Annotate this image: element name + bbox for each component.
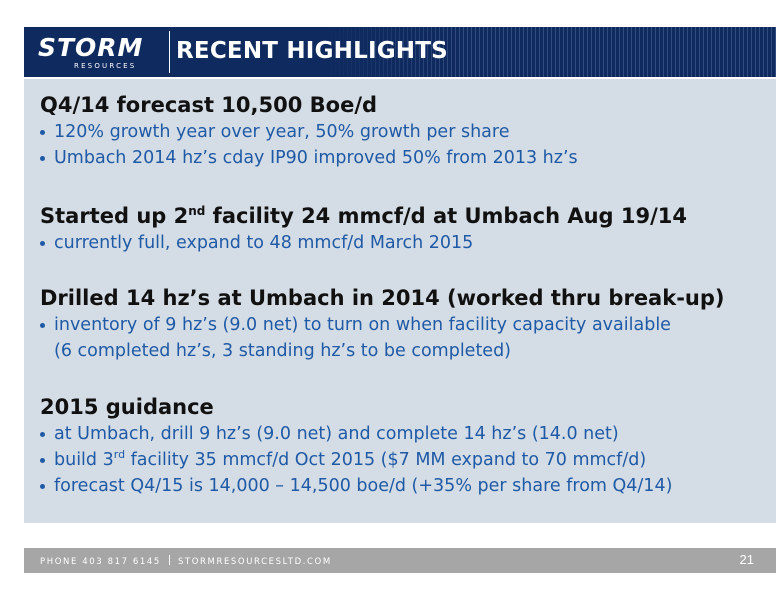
- bullet-text: currently full, expand to 48 mmcf/d Marc…: [54, 233, 474, 253]
- title-bar: STORM RESOURCES RECENT HIGHLIGHTS: [24, 27, 776, 77]
- bullet-superscript: rd: [113, 448, 126, 461]
- bullet-dot-icon: [40, 156, 45, 161]
- section-2015-guidance: 2015 guidance at Umbach, drill 9 hz’s (9…: [40, 393, 672, 499]
- slide-title: RECENT HIGHLIGHTS: [176, 38, 448, 64]
- heading-superscript: nd: [188, 204, 206, 218]
- footer-contact: PHONE 403 817 6145 STORMRESOURCESLTD.COM: [40, 555, 332, 567]
- bullet-continuation: (6 completed hz’s, 3 standing hz’s to be…: [54, 341, 512, 361]
- bullet-text: at Umbach, drill 9 hz’s (9.0 net) and co…: [54, 424, 619, 444]
- footer-phone: PHONE 403 817 6145: [40, 557, 161, 567]
- bullet-dot-icon: [40, 432, 45, 437]
- section-facility: Started up 2nd facility 24 mmcf/d at Umb…: [40, 202, 687, 256]
- page-number: 21: [739, 552, 754, 567]
- bullet-dot-icon: [40, 458, 45, 463]
- section-heading: Drilled 14 hz’s at Umbach in 2014 (worke…: [40, 286, 725, 310]
- bullet-item: 120% growth year over year, 50% growth p…: [40, 119, 578, 145]
- bullet-text: facility 35 mmcf/d Oct 2015 ($7 MM expan…: [125, 450, 647, 470]
- section-heading: Started up 2nd facility 24 mmcf/d at Umb…: [40, 202, 687, 230]
- heading-text: Started up 2: [40, 204, 189, 228]
- bullet-item: at Umbach, drill 9 hz’s (9.0 net) and co…: [40, 421, 672, 447]
- bullet-dot-icon: [40, 484, 45, 489]
- bullet-text: build 3: [54, 450, 114, 470]
- bullet-dot-icon: [40, 323, 45, 328]
- footer-divider: [168, 555, 170, 565]
- bullet-dot-icon: [40, 130, 45, 135]
- section-heading: Q4/14 forecast 10,500 Boe/d: [40, 93, 378, 117]
- bullet-text: forecast Q4/15 is 14,000 – 14,500 boe/d …: [54, 476, 673, 496]
- bullet-text: inventory of 9 hz’s (9.0 net) to turn on…: [54, 315, 671, 335]
- section-q4-forecast: Q4/14 forecast 10,500 Boe/d 120% growth …: [40, 91, 578, 171]
- storm-logo: STORM RESOURCES: [38, 33, 158, 73]
- logo-wordmark: STORM: [38, 33, 144, 62]
- bullet-item: forecast Q4/15 is 14,000 – 14,500 boe/d …: [40, 473, 672, 499]
- logo-subtitle: RESOURCES: [74, 62, 137, 70]
- header-stripe-pattern: [324, 27, 776, 77]
- content-panel: Q4/14 forecast 10,500 Boe/d 120% growth …: [24, 79, 776, 523]
- section-drilled: Drilled 14 hz’s at Umbach in 2014 (worke…: [40, 284, 725, 364]
- bullet-text: 120% growth year over year, 50% growth p…: [54, 122, 510, 142]
- header-divider: [169, 31, 170, 73]
- bullet-item: Umbach 2014 hz’s cday IP90 improved 50% …: [40, 145, 578, 171]
- footer-bar: PHONE 403 817 6145 STORMRESOURCESLTD.COM …: [24, 548, 776, 573]
- bullet-item: currently full, expand to 48 mmcf/d Marc…: [40, 230, 687, 256]
- heading-text: facility 24 mmcf/d at Umbach Aug 19/14: [205, 204, 688, 228]
- bullet-text: Umbach 2014 hz’s cday IP90 improved 50% …: [54, 148, 578, 168]
- section-heading: 2015 guidance: [40, 395, 214, 419]
- footer-website: STORMRESOURCESLTD.COM: [177, 557, 332, 567]
- bullet-item: build 3rd facility 35 mmcf/d Oct 2015 ($…: [40, 447, 672, 473]
- bullet-dot-icon: [40, 241, 45, 246]
- bullet-item: inventory of 9 hz’s (9.0 net) to turn on…: [40, 312, 725, 338]
